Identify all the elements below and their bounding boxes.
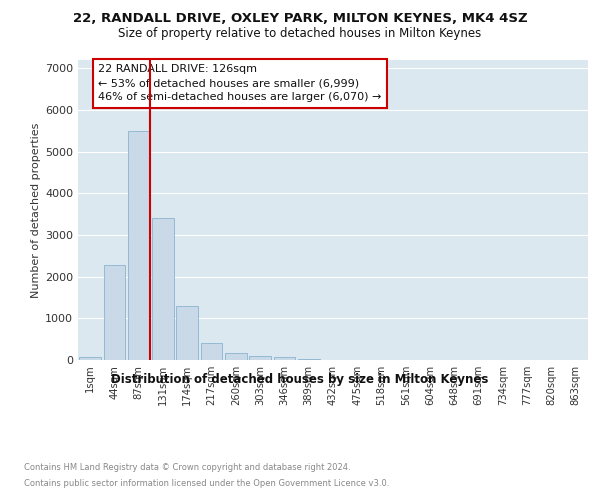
Text: Contains public sector information licensed under the Open Government Licence v3: Contains public sector information licen…	[24, 478, 389, 488]
Bar	[274, 358, 295, 360]
Bar	[104, 265, 125, 360]
Text: Size of property relative to detached houses in Milton Keynes: Size of property relative to detached ho…	[118, 28, 482, 40]
Bar	[249, 356, 271, 360]
Bar	[298, 358, 320, 360]
Text: Contains HM Land Registry data © Crown copyright and database right 2024.: Contains HM Land Registry data © Crown c…	[24, 464, 350, 472]
Bar	[128, 131, 149, 360]
Text: 22, RANDALL DRIVE, OXLEY PARK, MILTON KEYNES, MK4 4SZ: 22, RANDALL DRIVE, OXLEY PARK, MILTON KE…	[73, 12, 527, 26]
Bar	[200, 342, 223, 360]
Bar	[225, 353, 247, 360]
Y-axis label: Number of detached properties: Number of detached properties	[31, 122, 41, 298]
Bar	[176, 306, 198, 360]
Bar	[79, 357, 101, 360]
Text: Distribution of detached houses by size in Milton Keynes: Distribution of detached houses by size …	[112, 372, 488, 386]
Text: 22 RANDALL DRIVE: 126sqm
← 53% of detached houses are smaller (6,999)
46% of sem: 22 RANDALL DRIVE: 126sqm ← 53% of detach…	[98, 64, 382, 102]
Bar	[152, 218, 174, 360]
